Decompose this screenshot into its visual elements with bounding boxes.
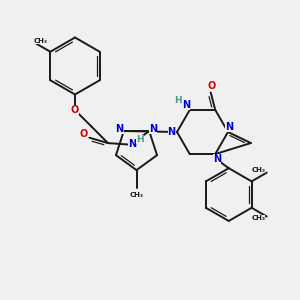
Text: O: O: [71, 105, 79, 115]
Text: O: O: [207, 81, 215, 91]
Text: N: N: [128, 139, 136, 149]
Text: N: N: [213, 154, 221, 164]
Text: N: N: [167, 127, 176, 137]
Text: CH₃: CH₃: [130, 192, 143, 198]
Text: N: N: [116, 124, 124, 134]
Text: H: H: [175, 96, 182, 105]
Text: CH₃: CH₃: [251, 167, 265, 173]
Text: H: H: [136, 135, 144, 144]
Text: N: N: [225, 122, 234, 132]
Text: O: O: [80, 129, 88, 139]
Text: N: N: [182, 100, 190, 110]
Text: N: N: [149, 124, 158, 134]
Text: CH₃: CH₃: [34, 38, 47, 44]
Text: CH₃: CH₃: [251, 215, 265, 221]
